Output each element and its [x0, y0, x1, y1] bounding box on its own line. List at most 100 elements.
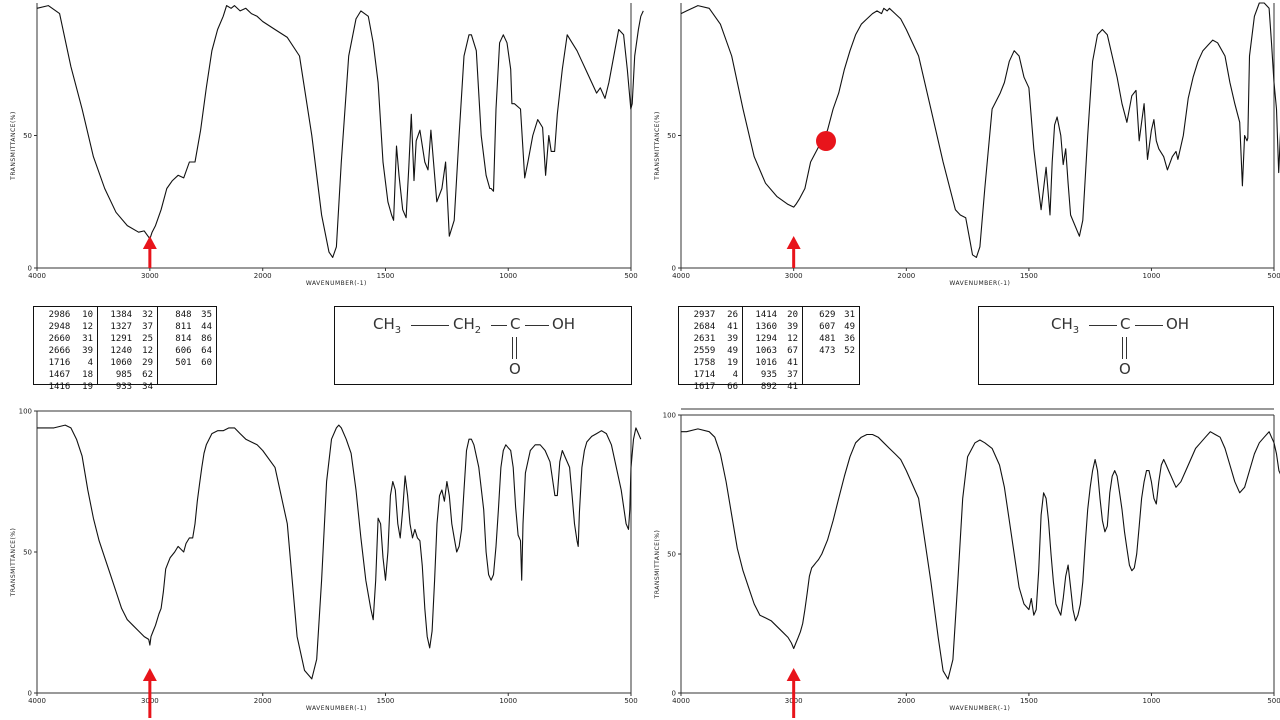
ch3-subscript: 3	[394, 325, 402, 336]
carbonyl-oxygen: O	[1119, 360, 1131, 378]
peak-row: 1384 32	[106, 309, 153, 321]
peak-row: 1716 4	[42, 357, 93, 369]
peak-row: 2937 26	[687, 309, 738, 321]
peak-wavenumber: 1240	[110, 346, 133, 356]
peak-wavenumber: 606	[175, 346, 192, 356]
peak-wavenumber: 1063	[755, 346, 778, 356]
peak-wavenumber: 1714	[693, 370, 716, 380]
peak-transmittance: 19	[727, 358, 738, 368]
y-tick-label: 0	[672, 265, 676, 273]
x-tick-label: 1000	[499, 272, 517, 280]
peak-row: 2684 41	[687, 321, 738, 333]
peak-transmittance: 39	[727, 334, 738, 344]
peak-row: 2631 39	[687, 333, 738, 345]
peak-wavenumber: 1294	[755, 334, 778, 344]
peak-row: 985 62	[106, 369, 153, 381]
peak-transmittance: 39	[787, 322, 798, 332]
x-tick-label: 1500	[1020, 272, 1038, 280]
peak-col-1: 2937 26 2684 41 2631 39 2559 49 1758 19 1714 4…	[679, 307, 743, 392]
peak-transmittance: 34	[142, 382, 153, 392]
peak-wavenumber: 501	[175, 358, 192, 368]
spectrum-line	[680, 2, 1280, 258]
x-tick-label: 1000	[499, 697, 517, 705]
peak-transmittance: 41	[787, 358, 798, 368]
y-axis-title: TRANSMITTANCE(%)	[654, 530, 661, 600]
peak-wavenumber: 1360	[755, 322, 778, 332]
peak-transmittance: 41	[787, 382, 798, 392]
peak-row: 1327 37	[106, 321, 153, 333]
peak-transmittance: 86	[201, 334, 212, 344]
peak-row: 892 41	[751, 381, 798, 393]
y-tick-label: 50	[667, 132, 676, 140]
peak-transmittance: 60	[201, 358, 212, 368]
spectrum-line	[681, 428, 1280, 680]
x-tick-label: 1500	[377, 697, 395, 705]
peak-wavenumber: 1617	[693, 382, 716, 392]
carbonyl-oxygen: O	[509, 360, 521, 378]
peak-row: 1240 12	[106, 345, 153, 357]
ch2-subscript: 2	[474, 325, 482, 336]
peak-transmittance: 12	[787, 334, 798, 344]
peak-wavenumber: 2986	[48, 310, 71, 320]
red-arrow-head	[142, 236, 157, 249]
x-axis-title: WAVENUMBER(-1)	[949, 705, 1010, 712]
peak-wavenumber: 1291	[110, 334, 133, 344]
y-axis-title: TRANSMITTANCE(%)	[10, 111, 17, 181]
peak-transmittance: 19	[82, 382, 93, 392]
y-tick-label: 0	[28, 265, 32, 273]
structure-box-acetic-acid: CH3 C OH O	[978, 306, 1274, 385]
peak-row: 1060 29	[106, 357, 153, 369]
bond-ch2-c	[491, 325, 507, 326]
x-tick-label: 4000	[28, 272, 46, 280]
x-tick-label: 2000	[254, 272, 272, 280]
ch3-group: CH3	[1051, 315, 1079, 336]
peak-row: 933 34	[106, 381, 153, 393]
peak-transmittance: 66	[727, 382, 738, 392]
peak-row: 811 44	[166, 321, 212, 333]
x-tick-label: 2000	[254, 697, 272, 705]
peak-row: 473 52	[811, 345, 855, 357]
peak-transmittance: 10	[82, 310, 93, 320]
spectrum-line	[37, 424, 642, 680]
x-axis-title: WAVENUMBER(-1)	[306, 705, 367, 712]
y-tick-label: 100	[663, 412, 676, 420]
bond-c-oh	[525, 325, 549, 326]
red-arrow-head	[786, 668, 801, 681]
peak-row: 1016 41	[751, 357, 798, 369]
peak-wavenumber: 935	[760, 370, 778, 380]
peak-transmittance: 62	[142, 370, 153, 380]
peak-wavenumber: 1384	[110, 310, 133, 320]
y-tick-label: 50	[23, 132, 32, 140]
peak-wavenumber: 607	[819, 322, 836, 332]
peak-wavenumber: 2666	[48, 346, 71, 356]
x-tick-label: 1500	[1020, 697, 1038, 705]
peak-wavenumber: 2684	[693, 322, 716, 332]
peak-transmittance: 49	[844, 322, 855, 332]
peak-row: 1360 39	[751, 321, 798, 333]
y-tick-label: 100	[19, 408, 32, 416]
peak-transmittance: 26	[727, 310, 738, 320]
peak-wavenumber: 892	[760, 382, 778, 392]
peak-wavenumber: 2948	[48, 322, 71, 332]
ch2-group: CH2	[453, 315, 481, 336]
ch3-subscript: 3	[1072, 325, 1080, 336]
peak-wavenumber: 1716	[48, 358, 71, 368]
peak-row: 1063 67	[751, 345, 798, 357]
peak-col-2: 1384 32 1327 37 1291 25 1240 12 1060 29 985 62…	[98, 307, 158, 392]
peak-wavenumber: 985	[115, 370, 133, 380]
peak-transmittance: 37	[142, 322, 153, 332]
carbonyl-carbon: C	[510, 315, 521, 333]
y-tick-label: 0	[28, 690, 32, 698]
peak-row: 606 64	[166, 345, 212, 357]
peak-transmittance: 31	[82, 334, 93, 344]
peak-transmittance: 64	[201, 346, 212, 356]
x-tick-label: 4000	[672, 272, 690, 280]
peak-wavenumber: 481	[819, 334, 836, 344]
x-tick-label: 2000	[897, 697, 915, 705]
peak-wavenumber: 1327	[110, 322, 133, 332]
peak-transmittance: 12	[142, 346, 153, 356]
x-tick-label: 1500	[377, 272, 395, 280]
peak-wavenumber: 1758	[693, 358, 716, 368]
x-tick-label: 4000	[672, 697, 690, 705]
peak-table-acetic: 2937 26 2684 41 2631 39 2559 49 1758 19 1714 4…	[678, 306, 860, 392]
